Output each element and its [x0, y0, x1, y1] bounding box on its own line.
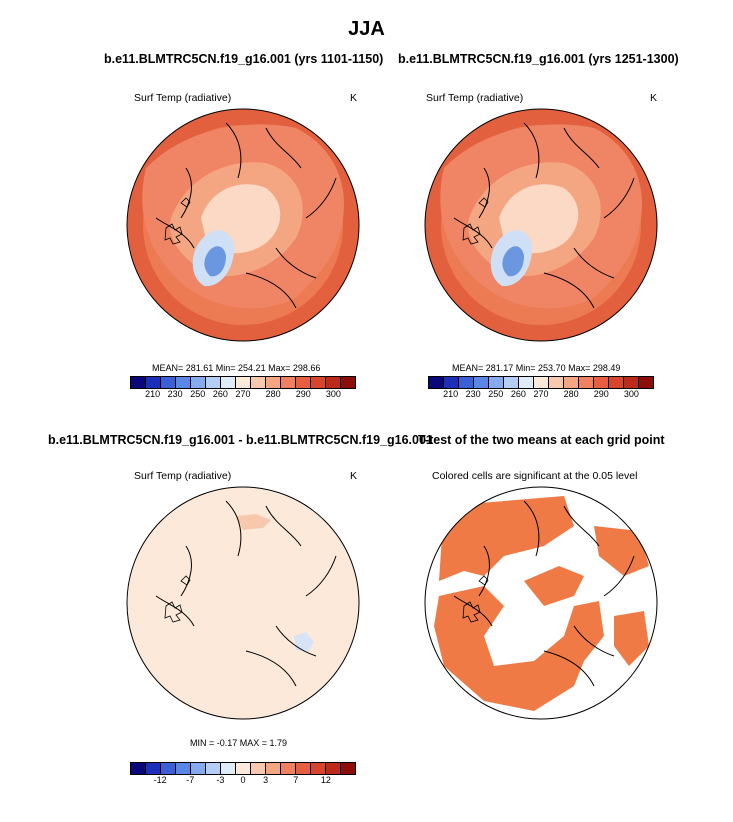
- colorbar-swatch: [639, 377, 653, 388]
- subtitle-bottom-right: Colored cells are significant at the 0.0…: [432, 470, 638, 482]
- colorbar-tick-label: 270: [235, 389, 251, 399]
- colorbar-swatch: [579, 377, 594, 388]
- colorbar-swatch: [624, 377, 639, 388]
- colorbar-swatch: [281, 377, 296, 388]
- panel-title-bottom-right: T-test of the two means at each grid poi…: [418, 433, 665, 447]
- colorbar-swatch: [191, 763, 206, 774]
- colorbar-swatch: [341, 763, 355, 774]
- colorbar-swatch: [609, 377, 624, 388]
- main-title: JJA: [348, 18, 385, 40]
- colorbar-swatch: [236, 377, 251, 388]
- colorbar-swatch: [296, 377, 311, 388]
- colorbar-tick-label: 3: [263, 775, 269, 785]
- variable-label-bottom-left: Surf Temp (radiative): [134, 470, 232, 482]
- colorbar-tick-label: 280: [265, 389, 281, 399]
- colorbar-swatch: [131, 377, 146, 388]
- units-label-bottom-left: K: [350, 470, 358, 482]
- colorbar-tick-label: 230: [167, 389, 183, 399]
- colorbar-tick-label: 7: [293, 775, 299, 785]
- variable-label-top-right: Surf Temp (radiative): [426, 92, 524, 104]
- colorbar-swatch: [191, 377, 206, 388]
- colorbar-swatch: [131, 763, 146, 774]
- colorbar-tick-label: 260: [212, 389, 228, 399]
- colorbar-tick-label: 300: [325, 389, 341, 399]
- colorbar-ticks: 210 230 250 260 270 280 290 300: [130, 389, 356, 401]
- variable-label-top-left: Surf Temp (radiative): [134, 92, 232, 104]
- colorbar-swatch: [161, 763, 176, 774]
- colorbar-swatch: [311, 377, 326, 388]
- colorbar-swatch: [176, 377, 191, 388]
- colorbar-swatch: [251, 763, 266, 774]
- colorbar-swatch: [459, 377, 474, 388]
- colorbar-swatch: [236, 763, 251, 774]
- colorbar-swatch: [206, 377, 221, 388]
- stats-top-left: MEAN= 281.61 Min= 254.21 Max= 298.66: [152, 363, 321, 373]
- colorbar-swatches: [130, 762, 356, 775]
- colorbar-swatch: [266, 377, 281, 388]
- colorbar-tick-label: 250: [190, 389, 206, 399]
- panel-title-bottom-left: b.e11.BLMTRC5CN.f19_g16.001 - b.e11.BLMT…: [48, 433, 433, 447]
- colorbar-tick-label: 290: [593, 389, 609, 399]
- colorbar-swatch: [176, 763, 191, 774]
- colorbar-swatch: [519, 377, 534, 388]
- colorbar-tick-label: -3: [216, 775, 225, 785]
- colorbar-tick-label: 230: [465, 389, 481, 399]
- colorbar-swatch: [146, 377, 161, 388]
- colorbar-bottom-left: -12 -7 -3 0 3 7 12: [130, 762, 356, 787]
- colorbar-ticks: -12 -7 -3 0 3 7 12: [130, 775, 356, 787]
- colorbar-top-right: 210 230 250 260 270 280 290 300: [428, 376, 654, 401]
- colorbar-swatch: [444, 377, 459, 388]
- colorbar-swatch: [564, 377, 579, 388]
- polar-map-bottom-left: [126, 486, 360, 720]
- colorbar-swatch: [594, 377, 609, 388]
- stats-top-right: MEAN= 281.17 Min= 253.70 Max= 298.49: [452, 363, 621, 373]
- colorbar-tick-label: 250: [488, 389, 504, 399]
- units-label-top-left: K: [350, 92, 358, 104]
- colorbar-tick-label: 300: [623, 389, 639, 399]
- polar-map-bottom-right: [424, 486, 658, 720]
- colorbar-swatch: [146, 763, 161, 774]
- colorbar-swatches: [428, 376, 654, 389]
- colorbar-swatch: [296, 763, 311, 774]
- colorbar-tick-label: -12: [153, 775, 167, 785]
- colorbar-swatch: [221, 763, 236, 774]
- colorbar-swatch: [341, 377, 355, 388]
- colorbar-swatch: [311, 763, 326, 774]
- polar-map-top-left: [126, 108, 360, 342]
- colorbar-swatch: [489, 377, 504, 388]
- colorbar-swatch: [326, 377, 341, 388]
- panel-title-top-left: b.e11.BLMTRC5CN.f19_g16.001 (yrs 1101-11…: [104, 52, 384, 66]
- colorbar-tick-label: 12: [320, 775, 331, 785]
- colorbar-swatch: [549, 377, 564, 388]
- colorbar-tick-label: 0: [240, 775, 246, 785]
- colorbar-swatch: [534, 377, 549, 388]
- colorbar-swatch: [474, 377, 489, 388]
- colorbar-tick-label: -7: [186, 775, 195, 785]
- stats-bottom-left: MIN = -0.17 MAX = 1.79: [190, 738, 288, 748]
- colorbar-ticks: 210 230 250 260 270 280 290 300: [428, 389, 654, 401]
- colorbar-swatch: [504, 377, 519, 388]
- colorbar-swatch: [281, 763, 296, 774]
- colorbar-tick-label: 210: [443, 389, 459, 399]
- colorbar-swatch: [266, 763, 281, 774]
- polar-map-top-right: [424, 108, 658, 342]
- colorbar-tick-label: 260: [510, 389, 526, 399]
- colorbar-swatch: [251, 377, 266, 388]
- colorbar-swatch: [326, 763, 341, 774]
- panel-title-top-right: b.e11.BLMTRC5CN.f19_g16.001 (yrs 1251-13…: [398, 52, 679, 66]
- units-label-top-right: K: [650, 92, 658, 104]
- colorbar-tick-label: 290: [295, 389, 311, 399]
- colorbar-swatch: [221, 377, 236, 388]
- colorbar-top-left: 210 230 250 260 270 280 290 300: [130, 376, 356, 401]
- colorbar-swatch: [429, 377, 444, 388]
- colorbar-tick-label: 270: [533, 389, 549, 399]
- colorbar-swatch: [161, 377, 176, 388]
- colorbar-tick-label: 280: [563, 389, 579, 399]
- colorbar-swatches: [130, 376, 356, 389]
- colorbar-tick-label: 210: [145, 389, 161, 399]
- colorbar-swatch: [206, 763, 221, 774]
